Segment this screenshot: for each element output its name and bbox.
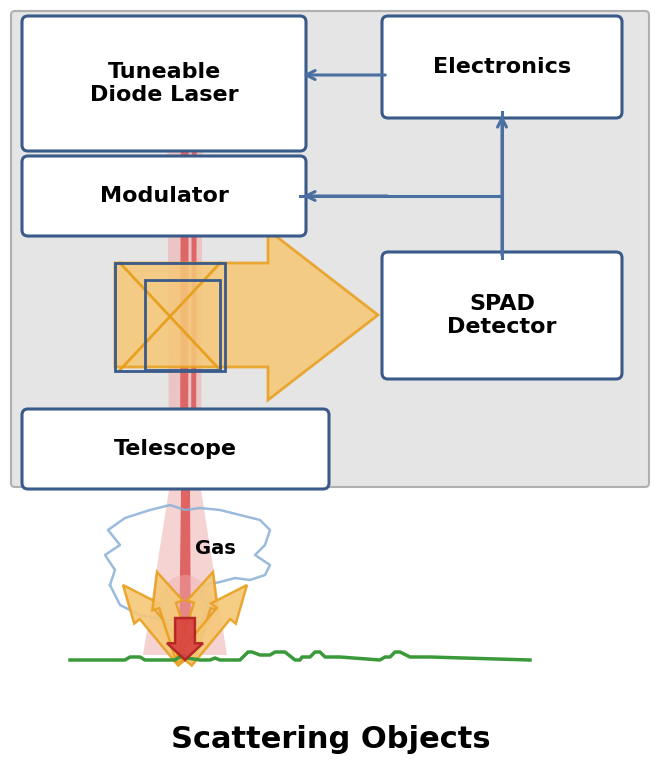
FancyBboxPatch shape <box>22 156 306 236</box>
FancyBboxPatch shape <box>22 409 329 489</box>
Polygon shape <box>123 585 192 666</box>
FancyBboxPatch shape <box>11 11 649 487</box>
Polygon shape <box>179 490 191 655</box>
Polygon shape <box>143 490 227 655</box>
Ellipse shape <box>158 575 213 645</box>
Bar <box>115 263 225 371</box>
Bar <box>145 280 220 370</box>
FancyBboxPatch shape <box>382 252 622 379</box>
FancyBboxPatch shape <box>22 16 306 151</box>
Text: Gas: Gas <box>195 539 236 557</box>
Text: SPAD
Detector: SPAD Detector <box>448 294 557 337</box>
Text: Scattering Objects: Scattering Objects <box>171 725 491 755</box>
Text: Tuneable
Diode Laser: Tuneable Diode Laser <box>89 62 238 105</box>
Polygon shape <box>191 25 197 490</box>
Polygon shape <box>178 585 247 666</box>
Polygon shape <box>180 25 189 490</box>
Text: Electronics: Electronics <box>433 57 571 77</box>
Text: Telescope: Telescope <box>114 439 237 459</box>
Polygon shape <box>115 230 378 400</box>
Polygon shape <box>177 572 218 663</box>
Text: Modulator: Modulator <box>99 186 228 206</box>
Polygon shape <box>167 25 203 490</box>
FancyBboxPatch shape <box>382 16 622 118</box>
Polygon shape <box>167 618 203 660</box>
Polygon shape <box>152 572 193 663</box>
